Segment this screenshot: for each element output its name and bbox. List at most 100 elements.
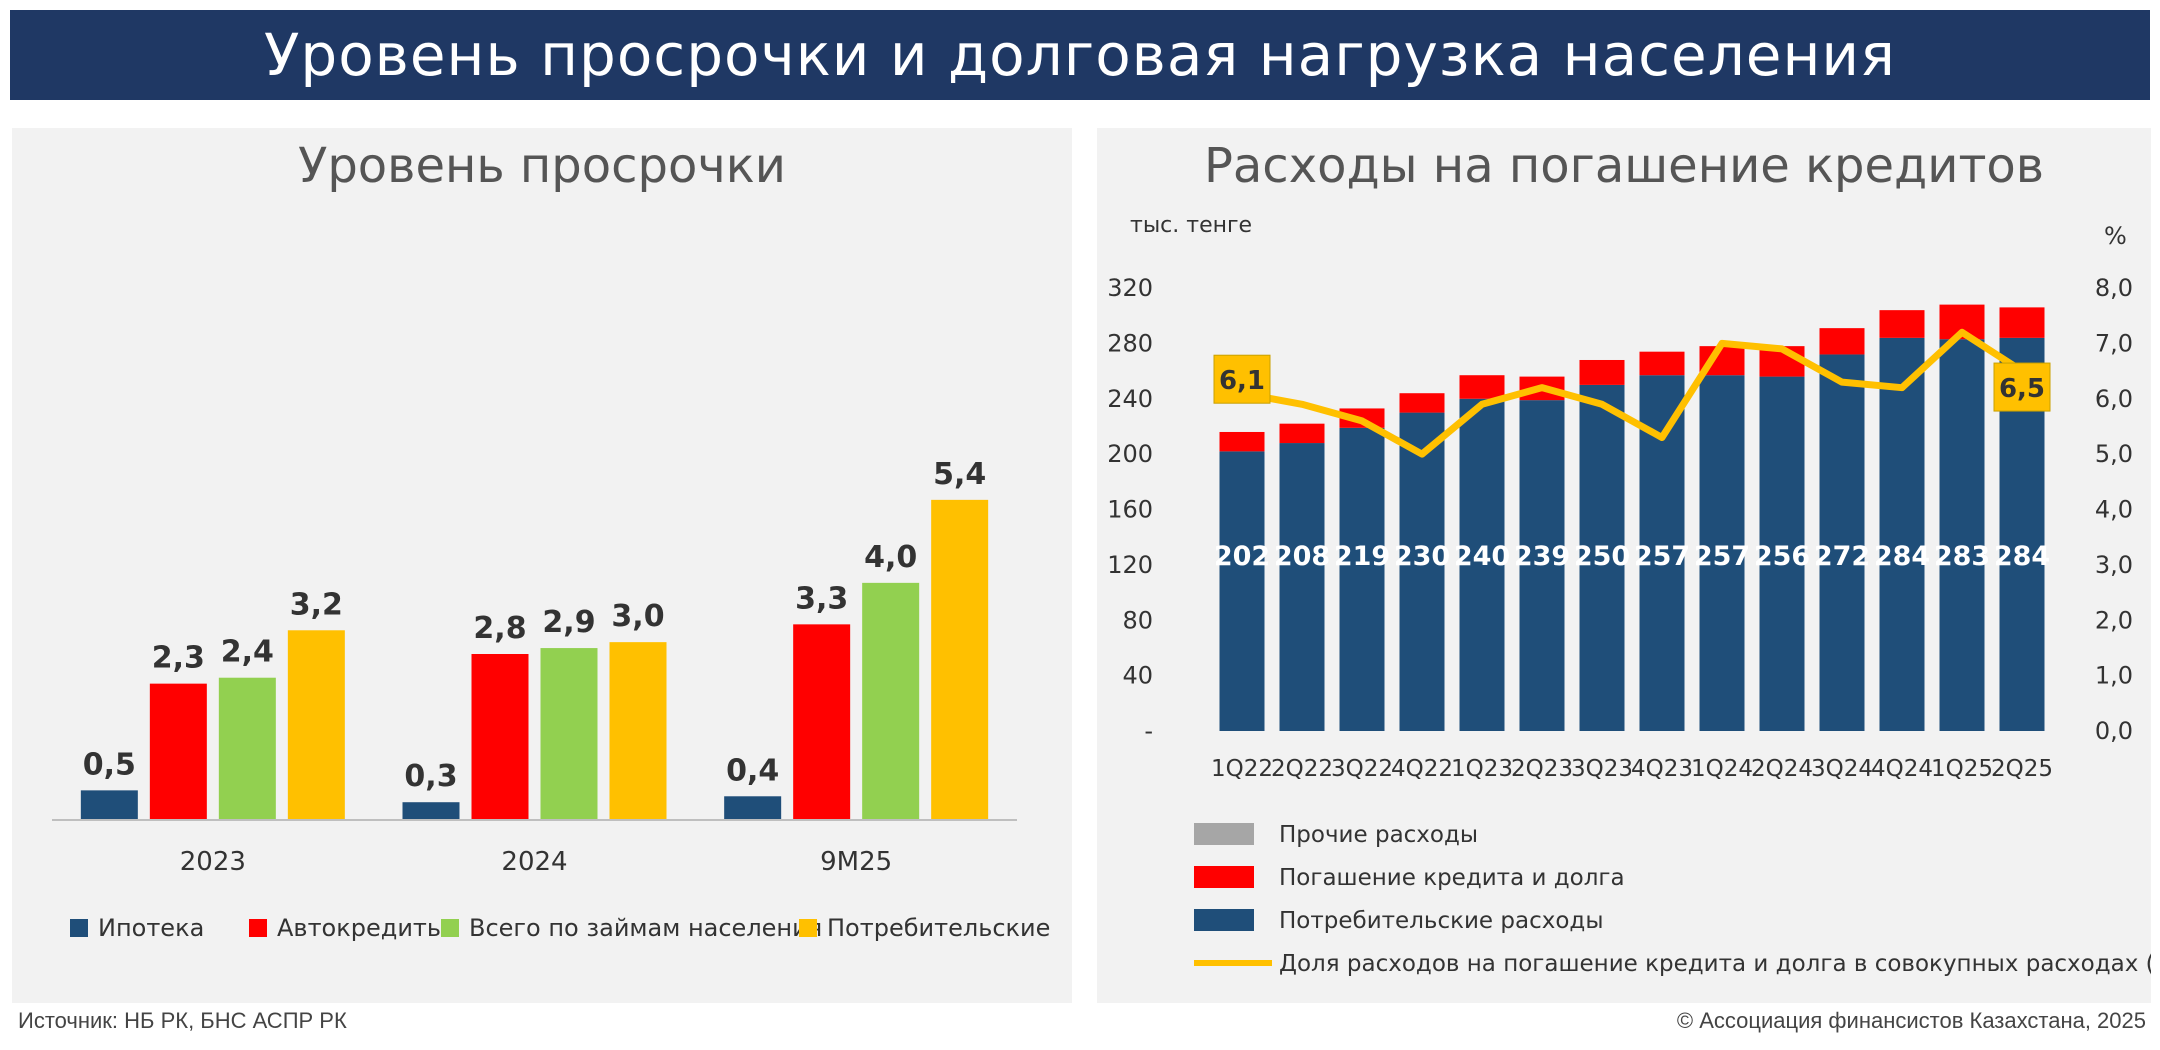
bar-consumer-2Q24	[1759, 376, 1805, 731]
y2-tick-label: 7,0	[2095, 329, 2133, 357]
x-tick-label: 3Q22	[1331, 756, 1393, 782]
y-tick-label: -	[1144, 717, 1153, 745]
bar-repayment-3Q23	[1579, 359, 1625, 385]
y2-tick-label: 1,0	[2095, 662, 2133, 690]
data-label: 4,0	[864, 540, 917, 575]
x-tick-label: 4Q24	[1871, 756, 1933, 782]
bar-Всего по займам населения-2023	[218, 677, 276, 820]
bar-repayment-1Q22	[1219, 431, 1265, 452]
y-tick-label: 320	[1107, 274, 1153, 302]
x-tick-label: 2Q24	[1751, 756, 1813, 782]
bar-consumer-2Q22	[1279, 443, 1325, 731]
y2-tick-label: 0,0	[2095, 717, 2133, 745]
data-label: 2,4	[221, 635, 274, 670]
bar-consumer-1Q22	[1219, 451, 1265, 731]
y-tick-label: 80	[1122, 606, 1153, 634]
legend-swatch	[70, 919, 88, 937]
copyright-note: © Ассоциация финансистов Казахстана, 202…	[1676, 1008, 2146, 1033]
data-label: 2,8	[473, 611, 526, 646]
callout-box	[1993, 362, 2051, 412]
data-label: 202	[1214, 541, 1270, 572]
x-tick-label: 2023	[180, 847, 246, 877]
bar-Потребительские-2024	[609, 642, 667, 820]
bar-repayment-2Q25	[1999, 307, 2045, 338]
y2-tick-label: 2,0	[2095, 606, 2133, 634]
legend-swatch	[1194, 866, 1254, 888]
bar-consumer-4Q24	[1879, 337, 1925, 731]
data-label: 0,5	[83, 747, 136, 782]
bar-consumer-2Q23	[1519, 400, 1565, 731]
y-tick-label: 280	[1107, 329, 1153, 357]
data-label: 0,4	[726, 753, 779, 788]
x-tick-label: 1Q25	[1931, 756, 1993, 782]
x-tick-label: 1Q24	[1691, 756, 1753, 782]
data-label: 256	[1754, 541, 1810, 572]
x-tick-label: 2Q23	[1511, 756, 1573, 782]
data-label: 257	[1634, 541, 1690, 572]
bar-repayment-4Q23	[1639, 351, 1685, 376]
legend-swatch	[799, 919, 817, 937]
x-tick-label: 1Q23	[1451, 756, 1513, 782]
bar-Автокредиты-2024	[471, 654, 529, 820]
y-tick-label: 40	[1122, 662, 1153, 690]
x-tick-label: 3Q24	[1811, 756, 1873, 782]
bar-consumer-1Q23	[1459, 398, 1505, 731]
legend-swatch	[1194, 909, 1254, 931]
data-label: 0,3	[404, 759, 457, 794]
data-label: 239	[1514, 541, 1570, 572]
bar-Потребительские-9M25	[931, 499, 989, 820]
legend-label: Погашение кредита и долга	[1279, 865, 1625, 891]
bar-consumer-1Q25	[1939, 339, 1985, 731]
x-tick-label: 2Q25	[1991, 756, 2053, 782]
data-label: 257	[1694, 541, 1750, 572]
y-tick-label: 240	[1107, 385, 1153, 413]
x-tick-label: 2Q22	[1271, 756, 1333, 782]
bar-repayment-4Q22	[1399, 393, 1445, 413]
bar-Всего по займам населения-9M25	[862, 582, 920, 820]
legend-label: Доля расходов на погашение кредита и дол…	[1279, 951, 2151, 977]
data-label: 219	[1334, 541, 1390, 572]
callout-last: 6,5	[1993, 362, 2051, 412]
data-label: 284	[1874, 541, 1930, 572]
legend-label: Ипотека	[98, 914, 204, 942]
y2-tick-label: 4,0	[2095, 496, 2133, 524]
page-header: Уровень просрочки и долговая нагрузка на…	[10, 10, 2150, 100]
share-line	[1241, 328, 2024, 458]
bar-Потребительские-2023	[287, 630, 345, 820]
repayment-chart-panel: Расходы на погашение кредитов тыс. тенге…	[1097, 128, 2151, 1003]
y2-tick-label: 6,0	[2095, 385, 2133, 413]
data-label: 3,3	[795, 581, 848, 616]
data-label: 3,0	[611, 599, 664, 634]
x-tick-label: 9M25	[820, 847, 892, 877]
data-label: 284	[1994, 541, 2050, 572]
y2-axis-label: %	[2104, 222, 2127, 250]
callout-label: 6,1	[1219, 366, 1265, 396]
legend-label: Автокредиты	[277, 914, 446, 942]
bar-consumer-3Q22	[1339, 427, 1385, 731]
callout-first: 6,1	[1213, 354, 1271, 404]
bar-repayment-1Q23	[1459, 375, 1505, 399]
data-label: 240	[1454, 541, 1510, 572]
x-tick-label: 4Q22	[1391, 756, 1453, 782]
legend-label: Потребительские	[827, 914, 1050, 942]
data-label: 2,3	[152, 641, 205, 676]
legend-label: Потребительские расходы	[1279, 908, 1603, 934]
y2-tick-label: 8,0	[2095, 274, 2133, 302]
bar-consumer-3Q24	[1819, 354, 1865, 731]
data-label: 250	[1574, 541, 1630, 572]
data-label: 5,4	[933, 457, 986, 492]
legend-swatch	[249, 919, 267, 937]
bar-repayment-2Q22	[1279, 423, 1325, 444]
data-label: 283	[1934, 541, 1990, 572]
bar-repayment-3Q24	[1819, 328, 1865, 355]
bar-Автокредиты-9M25	[793, 624, 851, 820]
data-label: 272	[1814, 541, 1870, 572]
data-label: 230	[1394, 541, 1450, 572]
y-tick-label: 200	[1107, 440, 1153, 468]
overdue-chart-title: Уровень просрочки	[298, 138, 786, 194]
x-tick-label: 2024	[501, 847, 567, 877]
y2-tick-label: 3,0	[2095, 551, 2133, 579]
bar-consumer-1Q24	[1699, 375, 1745, 731]
bar-Ипотека-2024	[402, 802, 460, 820]
repayment-chart-title: Расходы на погашение кредитов	[1203, 138, 2045, 194]
